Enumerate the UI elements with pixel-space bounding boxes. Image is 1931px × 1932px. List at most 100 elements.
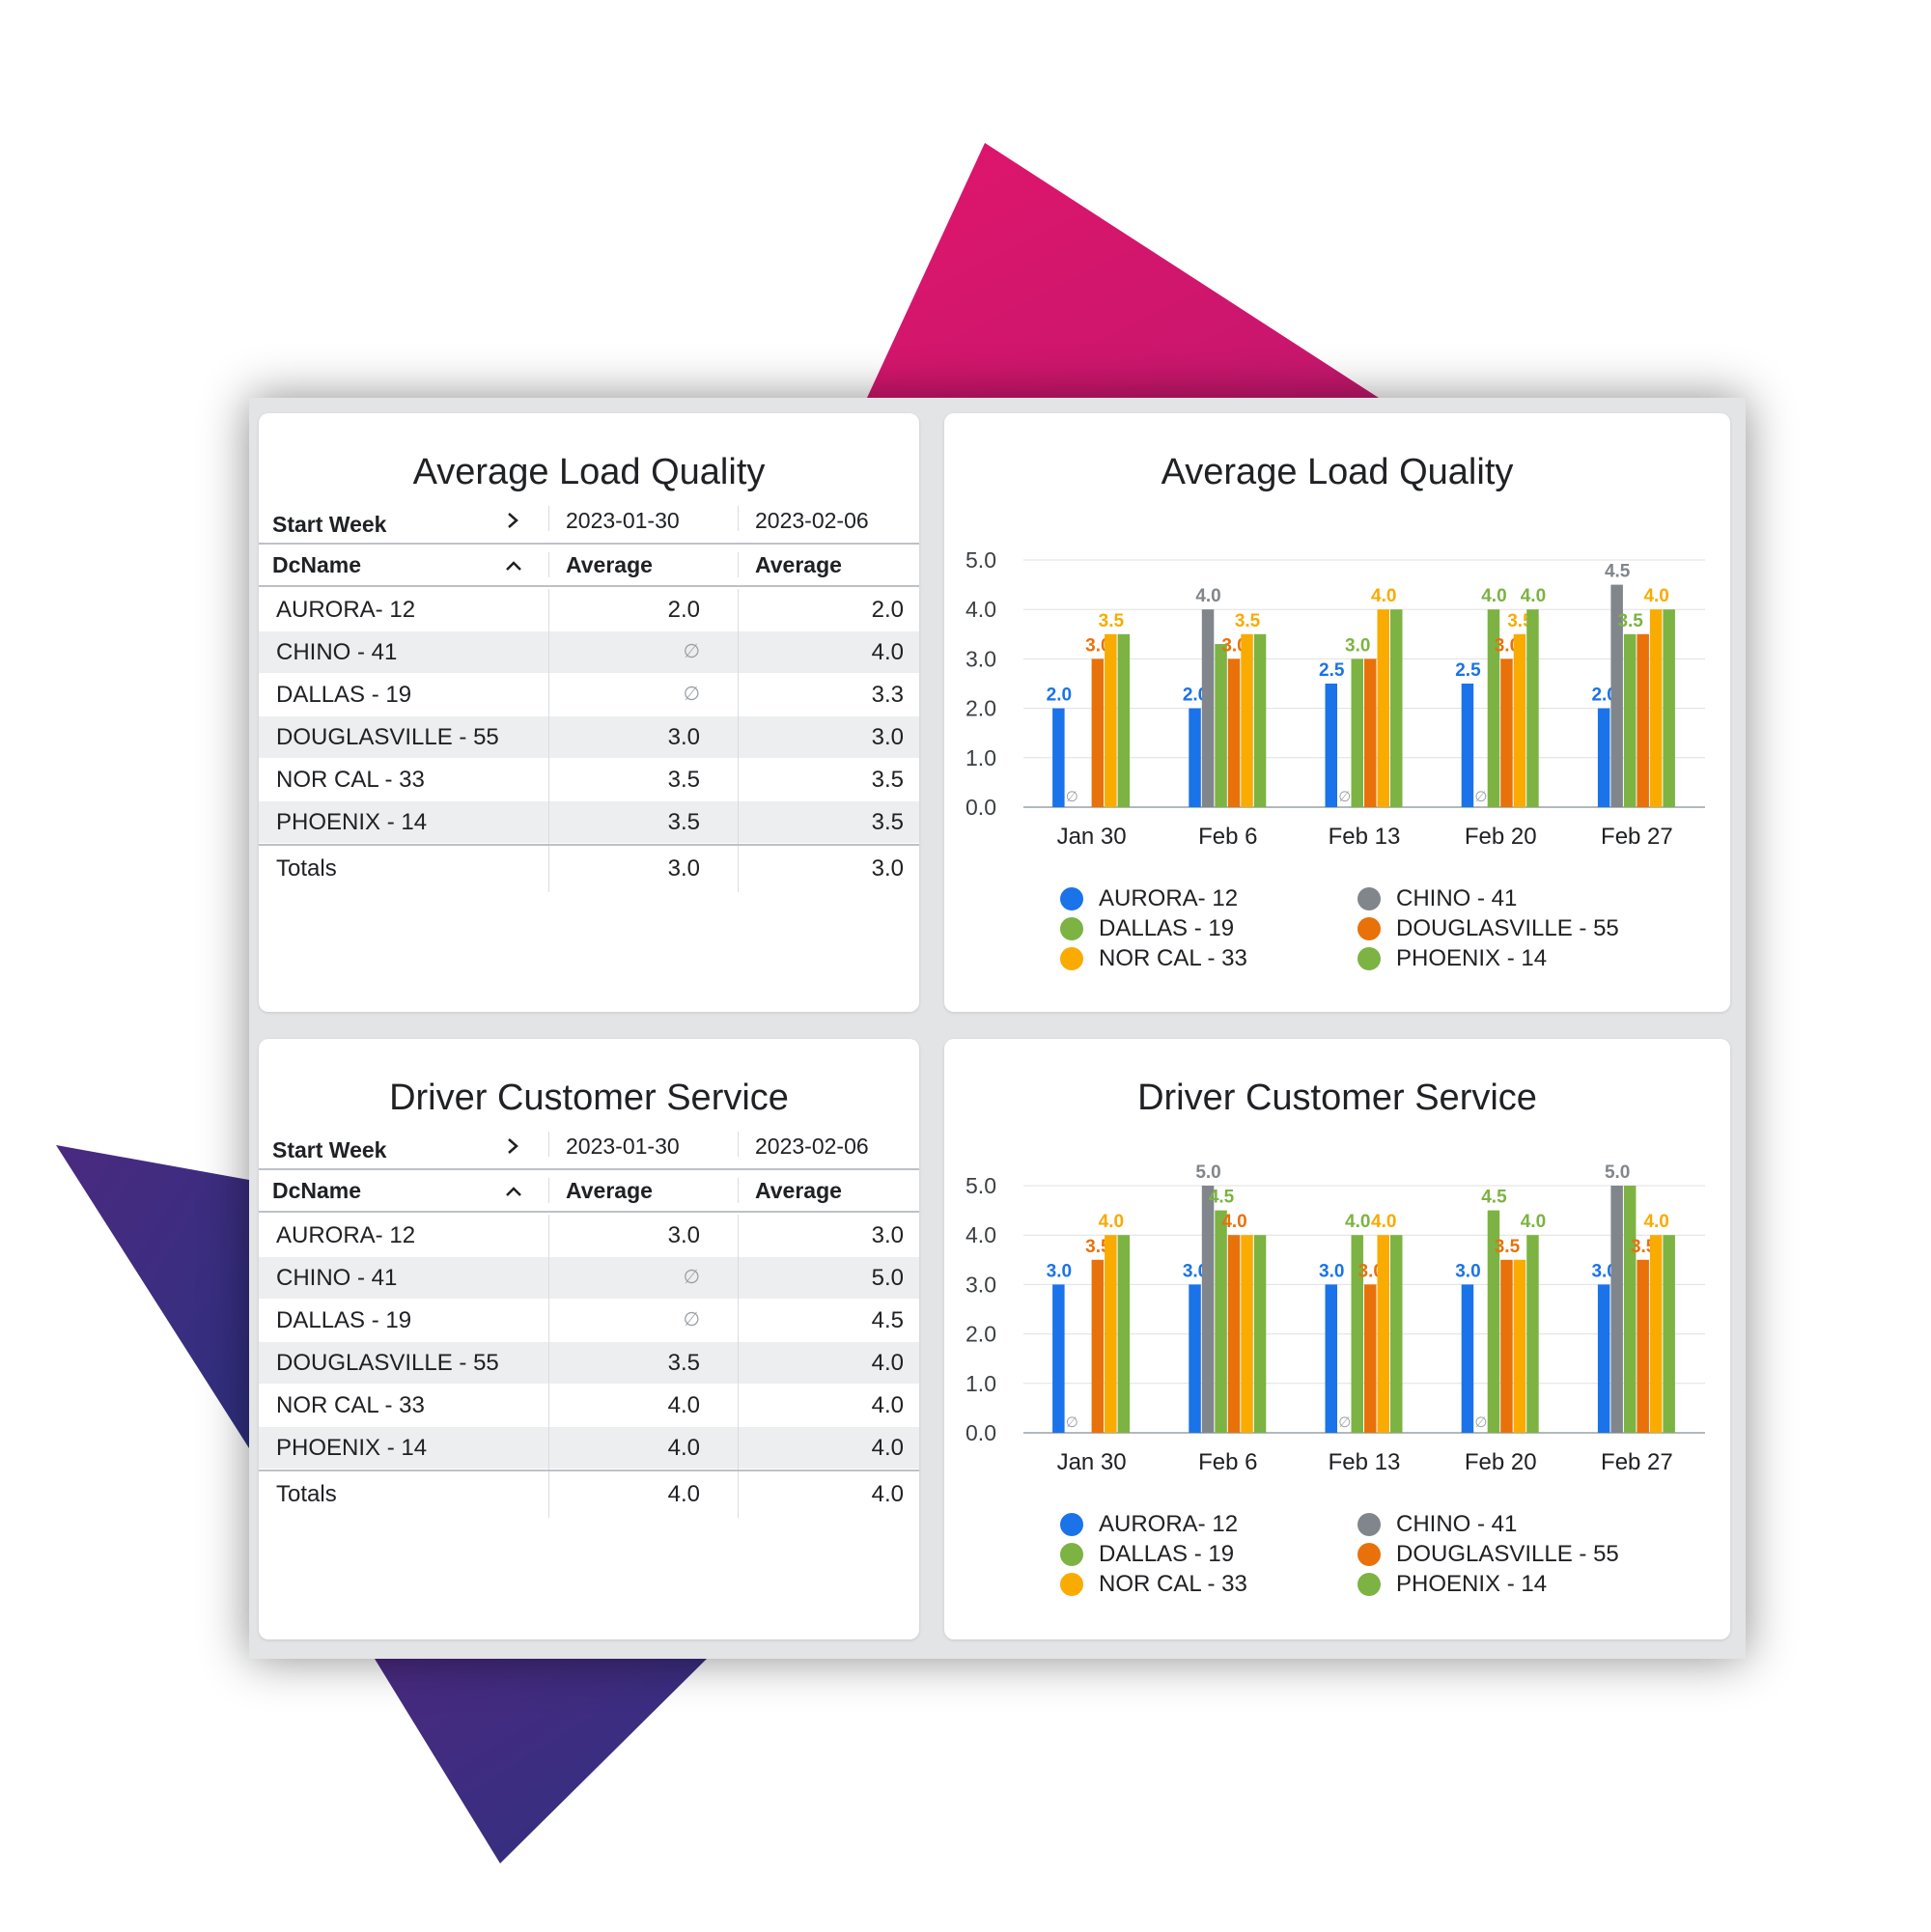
metric-header-2[interactable]: Average [755,552,842,577]
table-row[interactable]: DOUGLASVILLE - 55 3.5 4.0 [259,1342,919,1384]
bar-phoenix-14-feb-20 [1526,609,1539,807]
dc-name-cell: NOR CAL - 33 [276,767,425,793]
bar-dallas-19-feb-13 [1351,658,1363,807]
legend-label: DALLAS - 19 [1099,1541,1235,1567]
chart-card-customer-service: Driver Customer Service 0.0 1.0 2.0 3.0 4.0 5… [944,1039,1730,1639]
x-tick-label: Feb 20 [1465,824,1537,850]
bar-nor-cal-33-feb-6 [1241,633,1253,807]
table-row[interactable]: CHINO - 41 ∅ 4.0 [259,631,919,673]
legend-label: DOUGLASVILLE - 55 [1396,1541,1619,1567]
totals-divider [259,1470,919,1471]
data-label: 3.0 [1345,635,1370,656]
chart-legend: AURORA- 12 CHINO - 41 DALLAS - 19 DOUGLASVI… [1060,1510,1697,1607]
legend-swatch [1060,887,1083,910]
week2-value-cell: 4.0 [871,1435,904,1461]
metric-header-1[interactable]: Average [566,1178,653,1203]
null-marker: ∅ [1338,789,1351,805]
data-label: 3.5 [1099,611,1125,631]
data-label: 4.5 [1605,562,1631,582]
table-row[interactable]: AURORA- 12 2.0 2.0 [259,589,919,630]
week-header-1[interactable]: 2023-01-30 [566,508,680,533]
data-label: 4.5 [1481,1188,1507,1208]
column-divider [548,1178,549,1203]
x-tick-label: Feb 6 [1198,1449,1257,1475]
week1-value-cell: ∅ [683,1309,700,1330]
legend-label: AURORA- 12 [1099,885,1239,911]
column-divider [548,1132,549,1157]
bar-aurora-12-feb-27 [1597,1284,1610,1433]
chevron-right-icon[interactable] [504,508,521,539]
null-marker: ∅ [1338,1414,1351,1431]
data-label: 4.0 [1481,586,1506,606]
bar-aurora-12-jan-30 [1052,708,1065,807]
bar-nor-cal-33-jan-30 [1105,1235,1117,1433]
pink-triangle [867,143,1379,398]
table-row[interactable]: NOR CAL - 33 3.5 3.5 [259,759,919,800]
column-divider [738,1132,739,1157]
bar-nor-cal-33-feb-6 [1241,1235,1253,1433]
week-header-2[interactable]: 2023-02-06 [755,508,869,533]
bar-phoenix-14-feb-13 [1390,609,1403,807]
bar-douglasville-55-feb-6 [1227,1235,1241,1433]
dc-name-cell: DOUGLASVILLE - 55 [276,724,499,750]
data-label: 4.0 [1643,1212,1668,1232]
table-row[interactable]: PHOENIX - 14 4.0 4.0 [259,1427,919,1469]
legend-label: DOUGLASVILLE - 55 [1396,915,1619,941]
column-divider [548,506,549,531]
bar-phoenix-14-feb-6 [1253,633,1267,807]
metric-header-1[interactable]: Average [566,552,653,577]
totals-row: Totals 4.0 4.0 [259,1473,919,1515]
data-label: 5.0 [1605,1162,1630,1183]
table-row[interactable]: PHOENIX - 14 3.5 3.5 [259,801,919,843]
data-label: 4.0 [1221,1212,1246,1232]
bar-aurora-12-jan-30 [1052,1284,1065,1433]
week-header-1[interactable]: 2023-01-30 [566,1134,680,1159]
bar-chino-41-feb-27 [1610,584,1623,807]
week-header-2[interactable]: 2023-02-06 [755,1134,869,1159]
bar-douglasville-55-feb-20 [1500,658,1513,807]
bar-aurora-12-feb-13 [1325,684,1337,807]
data-label: 3.0 [1358,1261,1384,1281]
bar-nor-cal-33-feb-20 [1513,633,1526,807]
bar-aurora-12-feb-6 [1189,708,1201,807]
table-row[interactable]: DALLAS - 19 ∅ 3.3 [259,674,919,715]
bar-aurora-12-feb-27 [1597,708,1610,807]
table-row[interactable]: AURORA- 12 3.0 3.0 [259,1215,919,1256]
table-row[interactable]: CHINO - 41 ∅ 5.0 [259,1257,919,1299]
week2-value-cell: 3.5 [871,809,904,835]
dc-name-cell: DALLAS - 19 [276,682,412,708]
chevron-up-icon[interactable] [502,554,525,583]
null-marker: ∅ [1066,1414,1078,1431]
bar-nor-cal-33-feb-27 [1649,1235,1663,1433]
totals-label: Totals [276,1481,337,1507]
metric-header-2[interactable]: Average [755,1178,842,1203]
y-tick-label: 1.0 [966,745,996,770]
bar-nor-cal-33-jan-30 [1105,633,1117,807]
week1-value-cell: 3.0 [667,724,700,750]
bar-phoenix-14-feb-27 [1663,609,1675,807]
data-label: 3.0 [1591,1261,1616,1281]
dim-header-dcname[interactable]: DcName [272,552,362,577]
chevron-up-icon[interactable] [502,1180,525,1209]
dim-header-dcname[interactable]: DcName [272,1178,362,1203]
data-label: 2.5 [1455,660,1481,681]
dc-name-cell: CHINO - 41 [276,639,398,665]
totals-label: Totals [276,855,337,882]
x-tick-label: Feb 6 [1198,824,1257,850]
bar-aurora-12-feb-13 [1325,1284,1337,1433]
data-label: 3.0 [1319,1261,1344,1281]
column-divider [548,552,549,577]
legend-swatch [1060,1513,1083,1536]
data-label: 4.0 [1521,586,1546,606]
bar-nor-cal-33-feb-13 [1377,1235,1389,1433]
header-divider [259,543,919,545]
week1-value-cell: 3.5 [667,809,700,835]
chevron-right-icon[interactable] [504,1134,521,1164]
table-row[interactable]: DALLAS - 19 ∅ 4.5 [259,1300,919,1341]
table-row[interactable]: DOUGLASVILLE - 55 3.0 3.0 [259,716,919,758]
bar-aurora-12-feb-6 [1189,1284,1201,1433]
bar-dallas-19-feb-6 [1215,644,1227,807]
table-row[interactable]: NOR CAL - 33 4.0 4.0 [259,1385,919,1426]
dc-name-cell: AURORA- 12 [276,597,416,623]
null-marker: ∅ [1474,789,1487,805]
